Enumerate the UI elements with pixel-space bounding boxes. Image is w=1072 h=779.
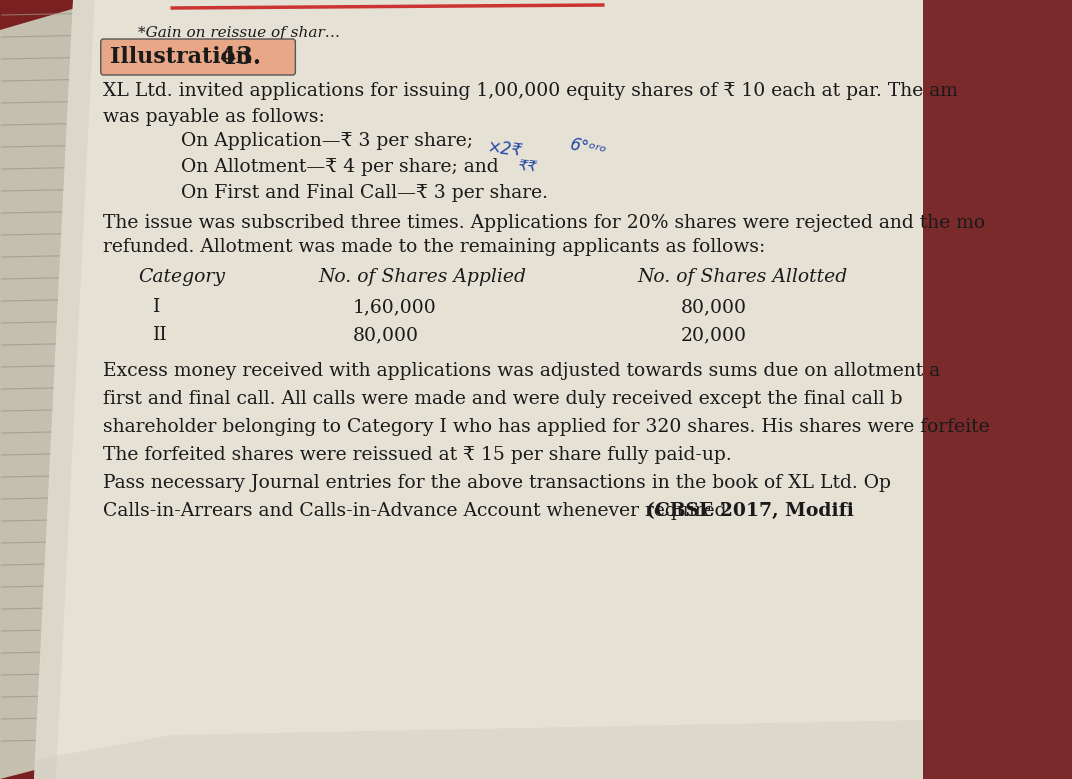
Text: 20,000: 20,000 <box>681 326 746 344</box>
Text: The issue was subscribed three times. Applications for 20% shares were rejected : The issue was subscribed three times. Ap… <box>103 214 985 232</box>
Text: 6°ᵒʳᵒ: 6°ᵒʳᵒ <box>568 135 609 162</box>
Text: was payable as follows:: was payable as follows: <box>103 108 325 126</box>
Text: 80,000: 80,000 <box>681 298 746 316</box>
Text: first and final call. All calls were made and were duly received except the fina: first and final call. All calls were mad… <box>103 390 903 408</box>
Text: Calls-in-Arrears and Calls-in-Advance Account whenever required.: Calls-in-Arrears and Calls-in-Advance Ac… <box>103 502 733 520</box>
Text: refunded. Allotment was made to the remaining applicants as follows:: refunded. Allotment was made to the rema… <box>103 238 765 256</box>
Text: II: II <box>153 326 168 344</box>
Text: Pass necessary Journal entries for the above transactions in the book of XL Ltd.: Pass necessary Journal entries for the a… <box>103 474 891 492</box>
Text: On First and Final Call—₹ 3 per share.: On First and Final Call—₹ 3 per share. <box>181 184 548 202</box>
Text: On Application—₹ 3 per share;: On Application—₹ 3 per share; <box>181 132 473 150</box>
Text: The forfeited shares were reissued at ₹ 15 per share fully paid-up.: The forfeited shares were reissued at ₹ … <box>103 446 732 464</box>
Polygon shape <box>34 0 94 779</box>
Text: I: I <box>153 298 161 316</box>
Text: 1,60,000: 1,60,000 <box>353 298 436 316</box>
Polygon shape <box>34 720 923 779</box>
Text: 80,000: 80,000 <box>353 326 419 344</box>
Text: Category: Category <box>138 268 225 286</box>
Text: shareholder belonging to Category I who has applied for 320 shares. His shares w: shareholder belonging to Category I who … <box>103 418 989 436</box>
Text: No. of Shares Applied: No. of Shares Applied <box>318 268 526 286</box>
Text: 43.: 43. <box>220 45 260 69</box>
Text: *Gain on reissue of shar…: *Gain on reissue of shar… <box>138 26 340 40</box>
FancyBboxPatch shape <box>101 39 296 75</box>
Text: Excess money received with applications was adjusted towards sums due on allotme: Excess money received with applications … <box>103 362 940 380</box>
Polygon shape <box>34 0 923 779</box>
Text: (CBSE 2017, Modifi: (CBSE 2017, Modifi <box>645 502 853 520</box>
Text: XL Ltd. invited applications for issuing 1,00,000 equity shares of ₹ 10 each at : XL Ltd. invited applications for issuing… <box>103 82 958 100</box>
Polygon shape <box>0 0 923 779</box>
Text: ₹₹: ₹₹ <box>517 158 537 174</box>
Text: On Allotment—₹ 4 per share; and: On Allotment—₹ 4 per share; and <box>181 158 498 176</box>
Text: No. of Shares Allotted: No. of Shares Allotted <box>637 268 848 286</box>
Text: ×2₹: ×2₹ <box>487 138 524 160</box>
Polygon shape <box>0 0 111 779</box>
Text: Illustration: Illustration <box>110 46 259 68</box>
